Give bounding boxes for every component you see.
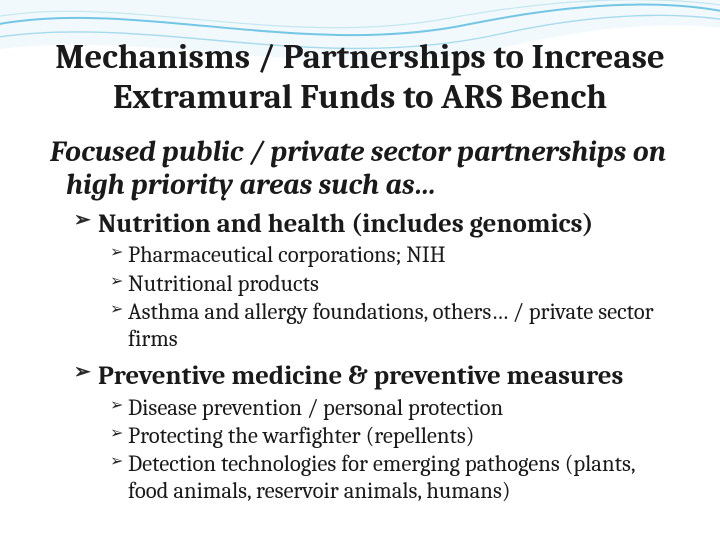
list-item: Nutrition and health (includes genomics)… — [98, 207, 680, 353]
sub-list: Pharmaceutical corporations; NIH Nutriti… — [98, 242, 680, 353]
bullet-list: Nutrition and health (includes genomics)… — [40, 207, 680, 505]
sub-list-item: Detection technologies for emerging path… — [128, 451, 680, 505]
title-line1: Mechanisms / Partnerships to Increase — [55, 37, 665, 77]
sub-list-item: Asthma and allergy foundations, others… … — [128, 299, 680, 353]
list-item-label: Preventive medicine & preventive measure… — [98, 360, 623, 391]
sub-list-item: Nutritional products — [128, 271, 680, 298]
slide-title: Mechanisms / Partnerships to Increase Ex… — [40, 38, 680, 118]
sub-list-item: Pharmaceutical corporations; NIH — [128, 242, 680, 269]
sub-list: Disease prevention / personal protection… — [98, 395, 680, 506]
sub-list-item: Protecting the warfighter (repellents) — [128, 423, 680, 450]
slide: Mechanisms / Partnerships to Increase Ex… — [0, 0, 720, 540]
lead-text: Focused public / private sector partners… — [62, 136, 680, 203]
list-item-label: Nutrition and health (includes genomics) — [98, 208, 593, 239]
list-item: Preventive medicine & preventive measure… — [98, 359, 680, 505]
sub-list-item: Disease prevention / personal protection — [128, 395, 680, 422]
title-line2: Extramural Funds to ARS Bench — [113, 77, 607, 117]
